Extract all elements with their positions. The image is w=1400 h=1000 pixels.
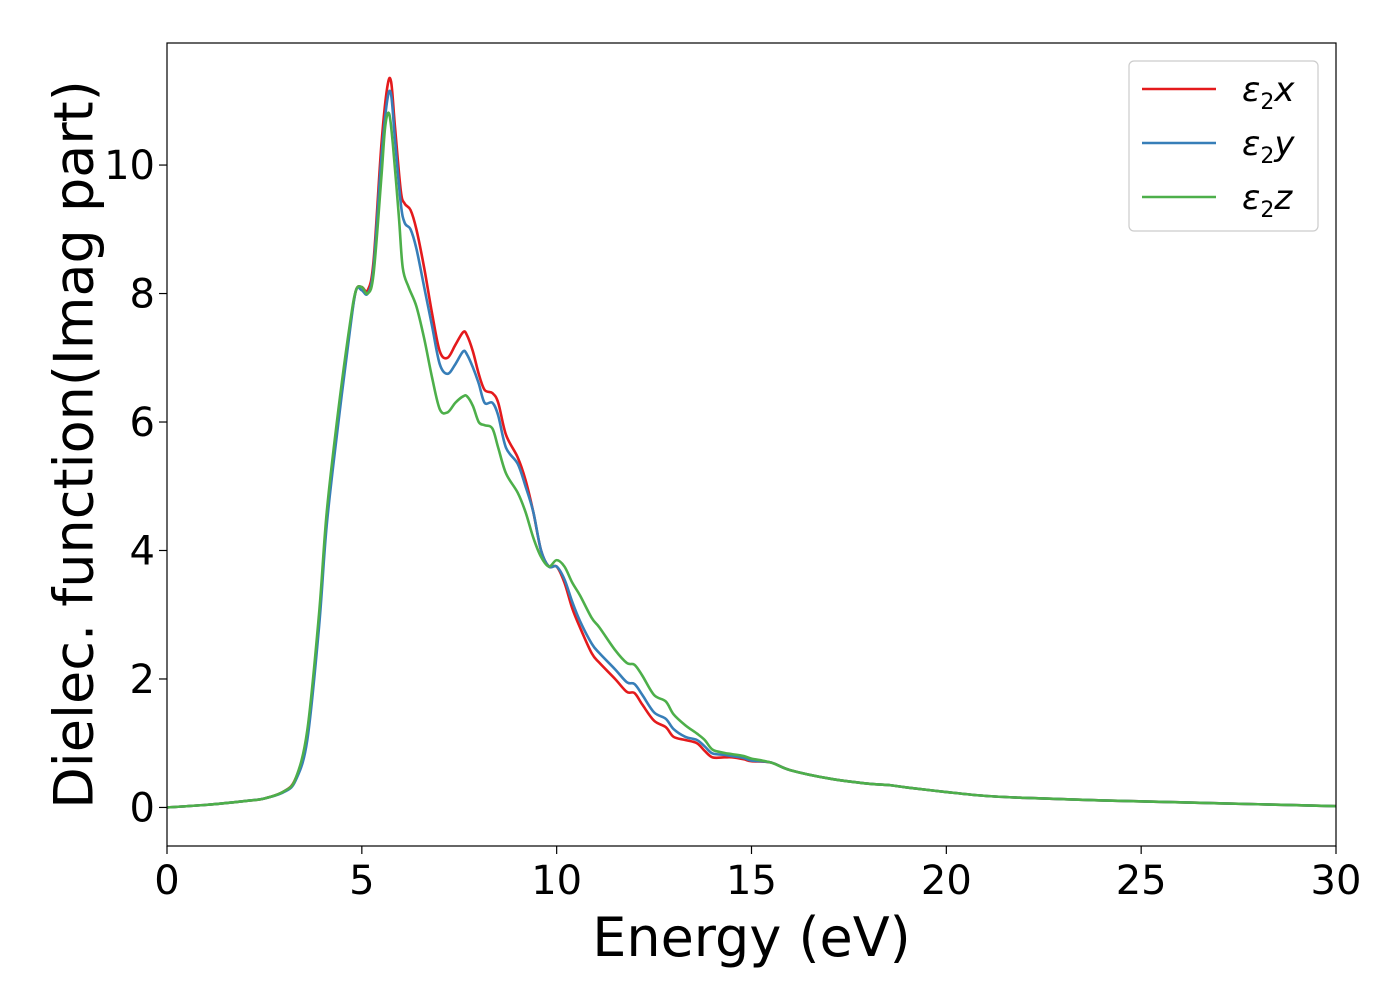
x-tick-label: 15 [726, 858, 777, 904]
x-tick-label: 5 [349, 858, 374, 904]
y-tick-label: 0 [130, 785, 155, 831]
legend-entry-z: ε2z [1242, 178, 1293, 223]
x-tick-label: 20 [921, 858, 972, 904]
x-tick-label: 30 [1311, 858, 1362, 904]
x-axis: 0 5 10 15 20 25 30 [154, 846, 1361, 904]
x-tick-label: 25 [1116, 858, 1167, 904]
y-tick-label: 8 [130, 272, 155, 318]
y-axis: 0 2 4 6 8 10 [104, 143, 167, 831]
x-tick-label: 10 [531, 858, 582, 904]
legend-entry-x: ε2x [1242, 70, 1295, 115]
y-tick-label: 10 [104, 143, 155, 189]
series-layer [166, 76, 1337, 809]
y-axis-label: Dielec. function(Imag part) [43, 80, 106, 809]
x-tick-label: 0 [154, 858, 179, 904]
x-axis-label: Energy (eV) [592, 906, 911, 969]
y-tick-label: 6 [130, 400, 155, 446]
y-tick-label: 4 [130, 528, 155, 574]
legend-box [1128, 60, 1319, 232]
legend: ε2x ε2y ε2z [1128, 60, 1319, 232]
y-tick-label: 2 [130, 657, 155, 703]
series-line-z [166, 111, 1337, 809]
legend-entry-y: ε2y [1242, 124, 1295, 169]
